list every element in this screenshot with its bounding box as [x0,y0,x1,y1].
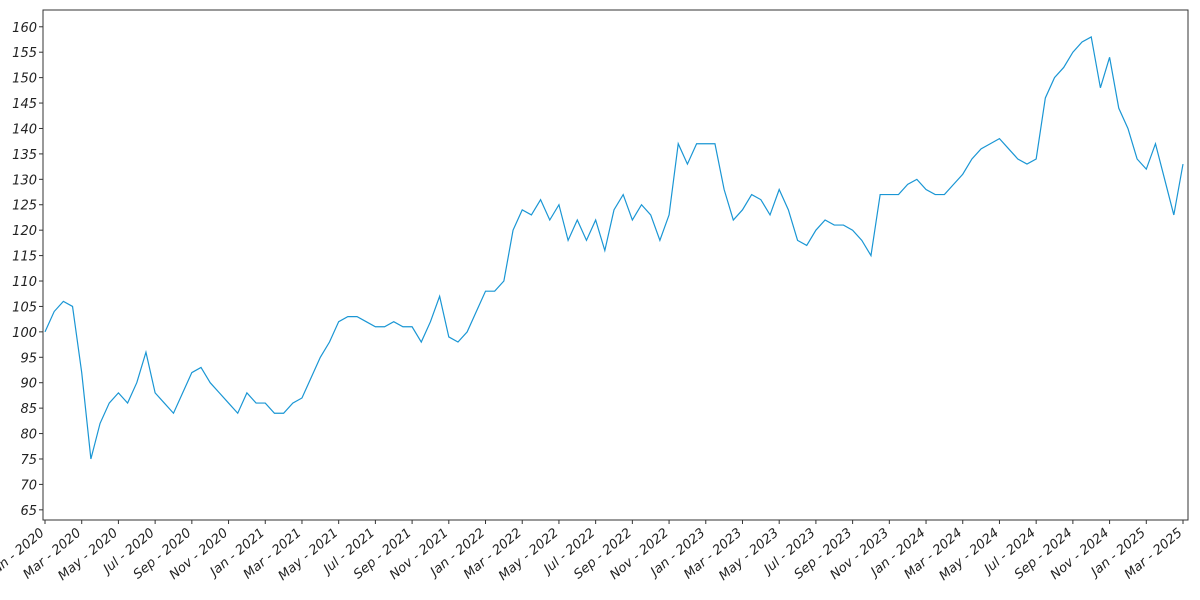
y-tick-label: 85 [20,402,37,417]
y-tick-label: 120 [12,224,37,239]
y-tick-label: 135 [12,148,37,163]
y-tick-label: 140 [12,122,37,137]
plot-frame [42,9,1189,521]
y-tick-label: 70 [20,478,37,493]
y-tick-label: 80 [20,428,37,443]
y-tick-label: 125 [12,199,37,214]
y-tick-label: 95 [20,351,37,366]
y-tick-label: 75 [20,453,37,468]
y-tick-label: 110 [12,275,37,290]
y-tick-label: 145 [12,97,37,112]
y-tick-label: 90 [20,377,37,392]
y-tick-label: 155 [12,46,37,61]
y-tick-label: 105 [12,300,37,315]
data-line [44,36,1184,460]
y-tick-label: 150 [12,72,37,87]
y-tick-label: 100 [12,326,37,341]
y-tick-label: 160 [12,21,37,36]
y-tick-label: 115 [12,250,37,265]
y-tick-label: 130 [12,173,37,188]
y-tick-label: 65 [20,504,37,519]
